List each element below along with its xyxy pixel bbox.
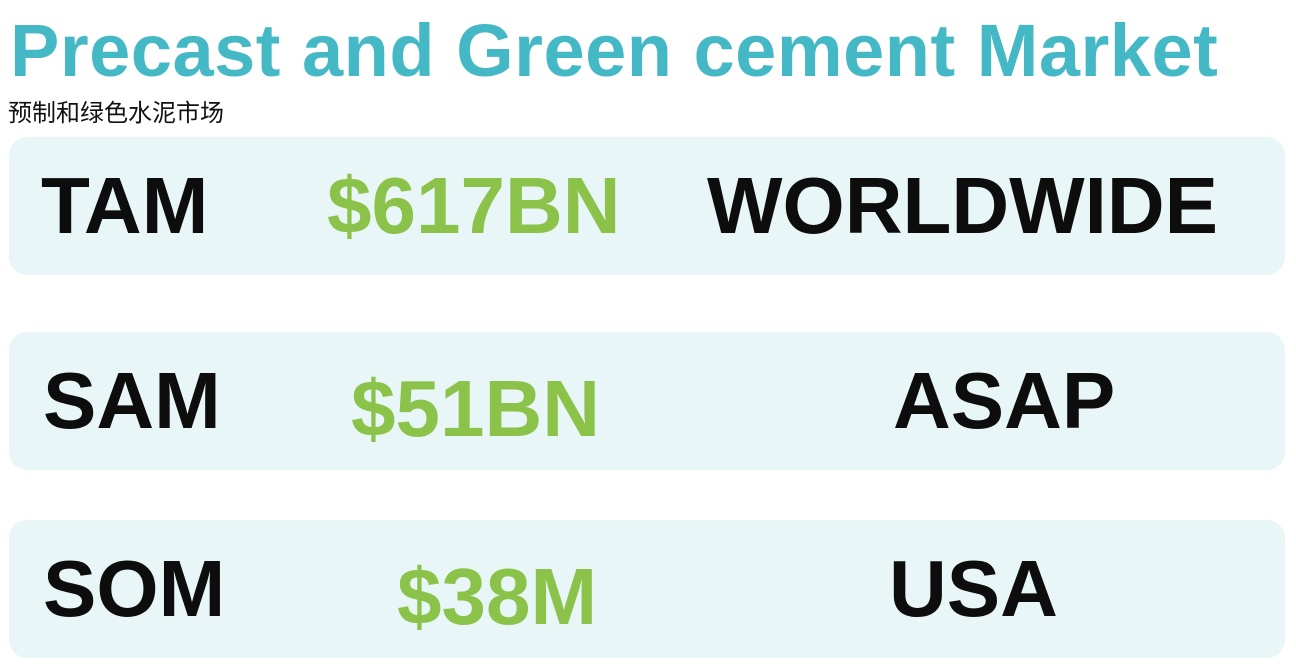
market-label: SAM <box>43 356 221 445</box>
market-scope: USA <box>889 544 1058 633</box>
market-value: $38M <box>397 552 598 641</box>
page-subtitle: 预制和绿色水泥市场 <box>8 99 224 127</box>
market-scope: ASAP <box>893 356 1116 445</box>
market-row-som: SOM $38M USA <box>9 520 1285 658</box>
market-value: $617BN <box>327 161 621 250</box>
page-title: Precast and Green cement Market <box>10 9 1219 92</box>
market-scope: WORLDWIDE <box>707 161 1219 250</box>
market-label: SOM <box>43 544 226 633</box>
market-value: $51BN <box>351 364 601 453</box>
market-row-tam: TAM $617BN WORLDWIDE <box>9 137 1285 275</box>
market-row-sam: SAM $51BN ASAP <box>9 332 1285 470</box>
market-label: TAM <box>41 161 209 250</box>
